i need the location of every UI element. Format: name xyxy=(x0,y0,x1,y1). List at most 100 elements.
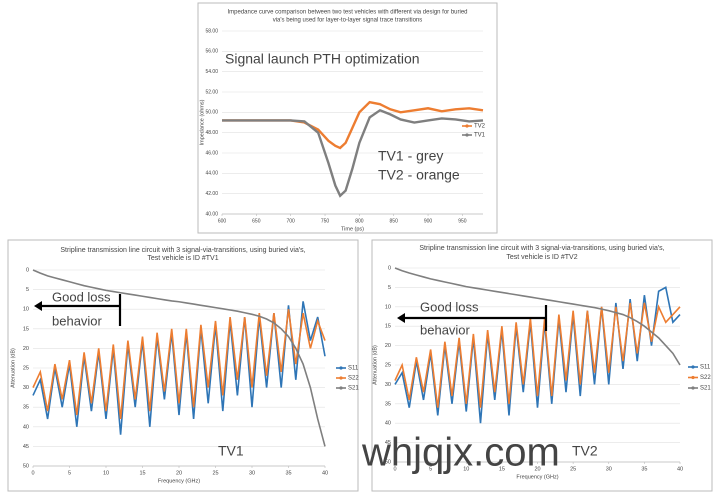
annotation: Good loss xyxy=(420,299,479,314)
x-tick-label: 25 xyxy=(212,470,218,476)
legend-marker xyxy=(691,375,695,380)
y-tick-label: 30 xyxy=(23,385,29,391)
series-line xyxy=(32,309,326,420)
y-tick-label: 40.00 xyxy=(205,211,218,217)
annotation: Good loss xyxy=(52,289,111,304)
y-tick-label: 0 xyxy=(26,267,29,273)
legend-label: S22 xyxy=(700,375,711,381)
x-tick-label: 600 xyxy=(218,218,227,224)
annotation: behavior xyxy=(52,313,103,328)
y-tick-label: 20 xyxy=(23,346,29,352)
y-axis-label: Impedance (ohms) xyxy=(199,99,205,145)
y-tick-label: 0 xyxy=(388,265,391,271)
x-tick-label: 30 xyxy=(606,466,612,472)
series-line xyxy=(32,269,326,447)
y-tick-label: 45 xyxy=(23,444,29,450)
y-tick-label: 35 xyxy=(23,405,29,411)
series-line xyxy=(394,267,681,366)
x-tick-label: 5 xyxy=(429,466,432,472)
y-tick-label: 45 xyxy=(385,440,391,446)
y-tick-label: 25 xyxy=(385,362,391,368)
x-tick-label: 950 xyxy=(458,218,467,224)
y-tick-label: 42.00 xyxy=(205,191,218,197)
y-tick-label: 10 xyxy=(23,307,29,313)
legend-marker xyxy=(691,365,695,369)
x-tick-label: 750 xyxy=(321,218,330,224)
y-tick-label: 44.00 xyxy=(205,171,218,177)
x-tick-label: 10 xyxy=(103,470,109,476)
chart-title: Impedance curve comparison between two t… xyxy=(227,10,467,16)
y-tick-label: 50.00 xyxy=(205,110,218,116)
x-tick-label: 700 xyxy=(287,218,296,224)
x-tick-label: 20 xyxy=(176,470,182,476)
chart-title: Stripline transmission line circuit with… xyxy=(419,245,664,252)
legend-marker xyxy=(465,124,469,128)
y-tick-label: 20 xyxy=(385,343,391,349)
legend-marker xyxy=(339,366,343,370)
y-tick-label: 56.00 xyxy=(205,49,218,55)
watermark: whjqjx.com xyxy=(361,431,560,475)
legend-marker xyxy=(339,376,343,380)
y-tick-label: 40 xyxy=(23,424,29,430)
x-tick-label: 30 xyxy=(249,470,255,476)
y-tick-label: 50 xyxy=(23,463,29,469)
x-tick-label: 650 xyxy=(252,218,261,224)
arrow-head xyxy=(397,313,405,323)
y-tick-label: 5 xyxy=(26,287,29,293)
x-tick-label: 20 xyxy=(534,466,540,472)
y-tick-label: 54.00 xyxy=(205,69,218,75)
x-tick-label: 0 xyxy=(31,470,34,476)
y-axis-label: Attenuation (dB) xyxy=(372,345,378,385)
x-tick-label: 800 xyxy=(355,218,364,224)
y-tick-label: 48.00 xyxy=(205,130,218,136)
y-tick-label: 5 xyxy=(388,285,391,291)
legend-label: S22 xyxy=(348,376,359,382)
y-tick-label: 52.00 xyxy=(205,89,218,95)
x-tick-label: 850 xyxy=(390,218,399,224)
x-tick-label: 40 xyxy=(677,466,683,472)
y-tick-label: 46.00 xyxy=(205,150,218,156)
chart-title: Test vehicle is ID #TV2 xyxy=(506,254,577,261)
x-tick-label: 25 xyxy=(570,466,576,472)
x-tick-label: 0 xyxy=(393,466,396,472)
x-tick-label: 15 xyxy=(499,466,505,472)
series-line xyxy=(222,108,484,198)
y-tick-label: 15 xyxy=(385,324,391,330)
y-axis-label: Attenuation (dB) xyxy=(10,348,16,388)
annotation: TV1 xyxy=(218,443,244,459)
chart-title: via's being used for layer-to-layer sign… xyxy=(273,18,423,24)
legend-marker xyxy=(691,386,695,390)
x-tick-label: 5 xyxy=(68,470,71,476)
legend-label: TV1 xyxy=(474,133,486,139)
x-tick-label: 10 xyxy=(463,466,469,472)
x-tick-label: 35 xyxy=(641,466,647,472)
y-tick-label: 15 xyxy=(23,326,29,332)
annotation: TV1 - grey xyxy=(378,148,443,164)
x-axis-label: Frequency (GHz) xyxy=(158,478,200,484)
x-tick-label: 900 xyxy=(424,218,433,224)
y-tick-label: 10 xyxy=(385,304,391,310)
arrow-head xyxy=(34,301,42,311)
x-tick-label: 15 xyxy=(139,470,145,476)
y-tick-label: 50 xyxy=(385,459,391,465)
chart-title: Stripline transmission line circuit with… xyxy=(60,247,305,254)
x-tick-label: 35 xyxy=(285,470,291,476)
chart-title: Test vehicle is ID #TV1 xyxy=(147,255,218,262)
x-tick-label: 40 xyxy=(322,470,328,476)
legend-label: S21 xyxy=(700,386,711,392)
legend-label: S11 xyxy=(700,365,711,371)
x-axis-label: Frequency (GHz) xyxy=(516,474,558,480)
y-tick-label: 40 xyxy=(385,421,391,427)
legend-marker xyxy=(465,133,469,137)
y-tick-label: 25 xyxy=(23,365,29,371)
annotation: TV2 xyxy=(572,443,598,459)
x-axis-label: Time (ps) xyxy=(341,226,364,232)
annotation: behavior xyxy=(420,322,471,337)
legend-label: S11 xyxy=(348,366,359,372)
y-tick-label: 35 xyxy=(385,401,391,407)
legend-marker xyxy=(339,386,343,390)
y-tick-label: 58.00 xyxy=(205,28,218,34)
annotation: TV2 - orange xyxy=(378,167,460,183)
y-tick-label: 30 xyxy=(385,382,391,388)
